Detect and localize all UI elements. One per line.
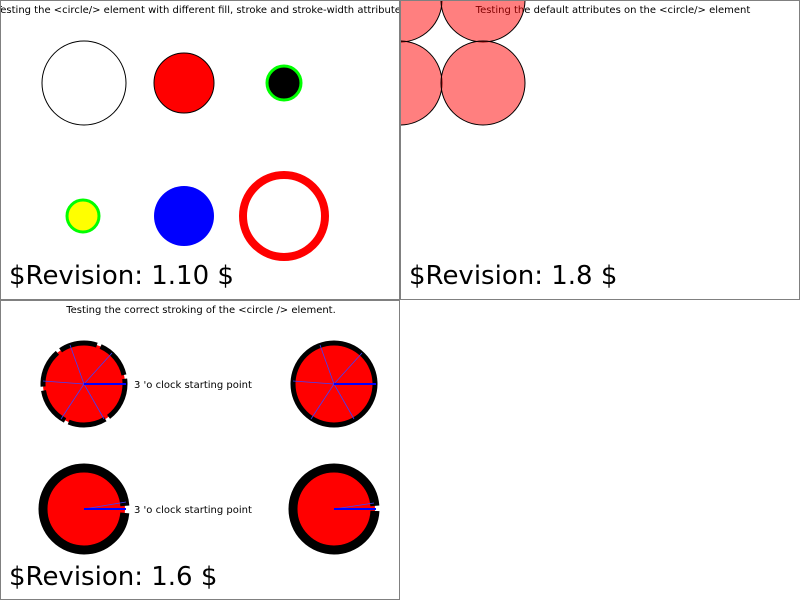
start-point-label: 3 'o clock starting point: [134, 380, 252, 391]
panel-title: Testing the default attributes on the <c…: [475, 5, 751, 16]
panel-title: Testing the <circle/> element with diffe…: [1, 5, 399, 16]
revision-text: $Revision: 1.10 $: [9, 261, 234, 291]
white-circle: [41, 40, 127, 126]
default-circle: [440, 40, 526, 126]
circle-attributes-canvas: Testing the <circle/> element with diffe…: [1, 5, 399, 291]
blue-circle: [154, 186, 214, 246]
revision-text: $Revision: 1.6 $: [9, 562, 217, 592]
thick-circle-stroke: [38, 463, 130, 555]
yellow-green-circle: [65, 198, 101, 234]
panel-title: Testing the correct stroking of the <cir…: [65, 305, 336, 316]
thick-circle-stroke: [288, 463, 380, 555]
red-ring-circle: [239, 171, 329, 261]
black-green-circle: [265, 64, 303, 102]
default-attributes-canvas: Testing the default attributes on the <c…: [401, 1, 751, 291]
default-circle: [401, 40, 443, 126]
panel-default-attributes: Testing the default attributes on the <c…: [400, 0, 800, 300]
circle-stroking-canvas: Testing the correct stroking of the <cir…: [9, 305, 380, 592]
start-point-label: 3 'o clock starting point: [134, 505, 252, 516]
default-circle: [401, 1, 443, 43]
panel-circle-stroking: Testing the correct stroking of the <cir…: [0, 300, 400, 600]
panel-circle-attributes: Testing the <circle/> element with diffe…: [0, 0, 400, 300]
revision-text: $Revision: 1.8 $: [409, 261, 617, 291]
default-circle: [440, 1, 526, 43]
red-circle: [153, 52, 215, 114]
